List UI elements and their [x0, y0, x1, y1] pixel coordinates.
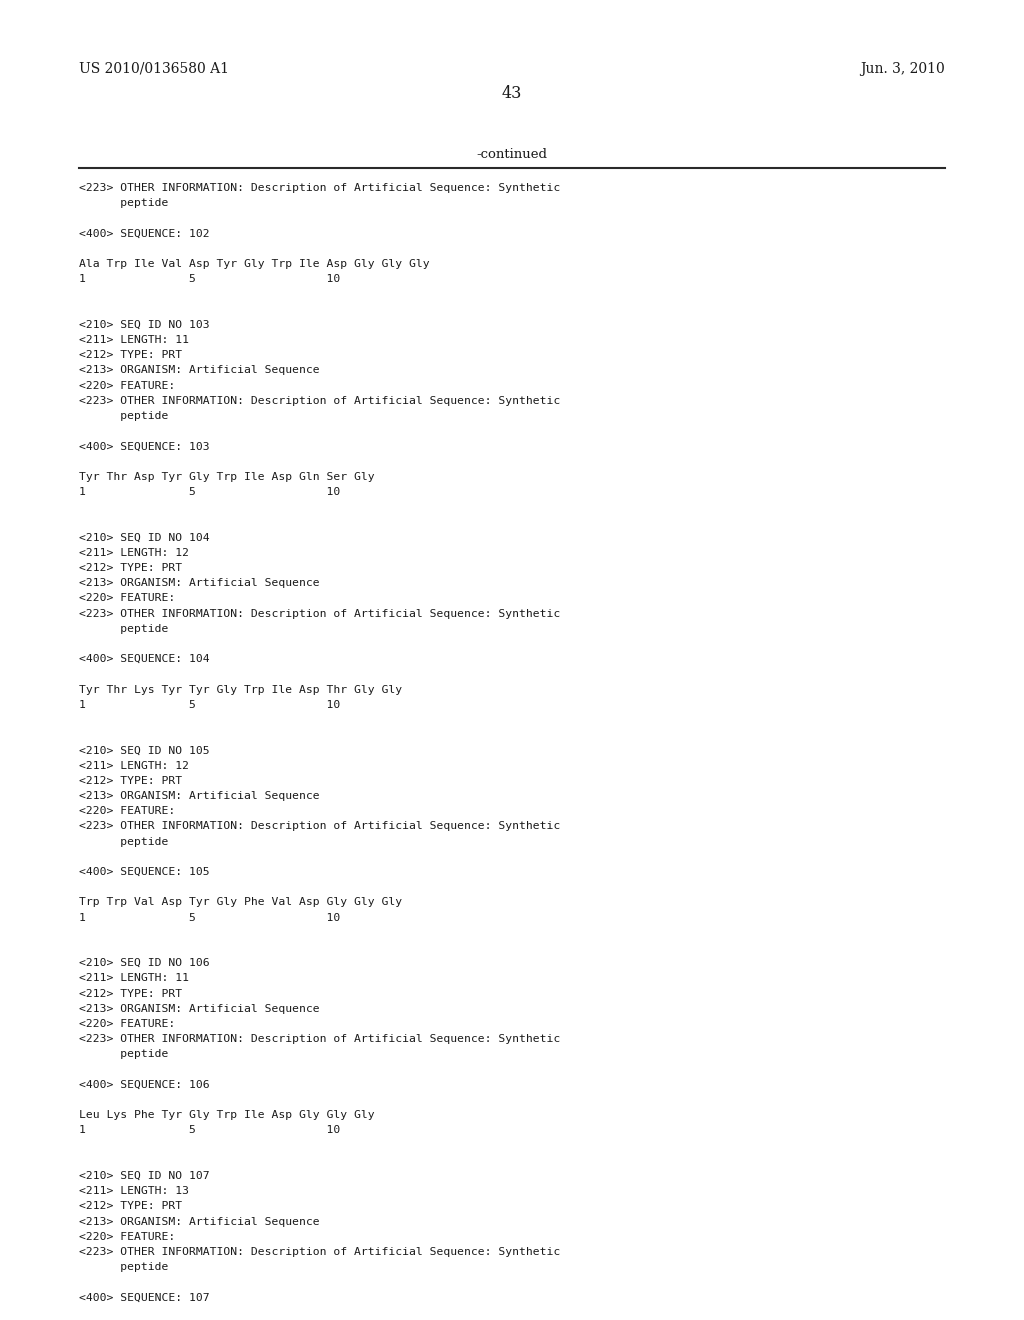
Text: <212> TYPE: PRT: <212> TYPE: PRT	[79, 564, 182, 573]
Text: peptide: peptide	[79, 198, 168, 209]
Text: <213> ORGANISM: Artificial Sequence: <213> ORGANISM: Artificial Sequence	[79, 578, 319, 589]
Text: Tyr Thr Lys Tyr Tyr Gly Trp Ile Asp Thr Gly Gly: Tyr Thr Lys Tyr Tyr Gly Trp Ile Asp Thr …	[79, 685, 402, 694]
Text: <223> OTHER INFORMATION: Description of Artificial Sequence: Synthetic: <223> OTHER INFORMATION: Description of …	[79, 609, 560, 619]
Text: 1               5                   10: 1 5 10	[79, 1126, 340, 1135]
Text: <400> SEQUENCE: 107: <400> SEQUENCE: 107	[79, 1292, 210, 1303]
Text: <220> FEATURE:: <220> FEATURE:	[79, 1019, 175, 1030]
Text: <210> SEQ ID NO 104: <210> SEQ ID NO 104	[79, 532, 210, 543]
Text: <211> LENGTH: 12: <211> LENGTH: 12	[79, 548, 188, 558]
Text: <400> SEQUENCE: 105: <400> SEQUENCE: 105	[79, 867, 210, 876]
Text: <223> OTHER INFORMATION: Description of Artificial Sequence: Synthetic: <223> OTHER INFORMATION: Description of …	[79, 821, 560, 832]
Text: 1               5                   10: 1 5 10	[79, 700, 340, 710]
Text: <210> SEQ ID NO 105: <210> SEQ ID NO 105	[79, 746, 210, 755]
Text: <210> SEQ ID NO 106: <210> SEQ ID NO 106	[79, 958, 210, 968]
Text: <400> SEQUENCE: 102: <400> SEQUENCE: 102	[79, 228, 210, 239]
Text: <400> SEQUENCE: 103: <400> SEQUENCE: 103	[79, 441, 210, 451]
Text: 1               5                   10: 1 5 10	[79, 275, 340, 284]
Text: -continued: -continued	[476, 148, 548, 161]
Text: <220> FEATURE:: <220> FEATURE:	[79, 807, 175, 816]
Text: <220> FEATURE:: <220> FEATURE:	[79, 380, 175, 391]
Text: <223> OTHER INFORMATION: Description of Artificial Sequence: Synthetic: <223> OTHER INFORMATION: Description of …	[79, 1034, 560, 1044]
Text: <212> TYPE: PRT: <212> TYPE: PRT	[79, 1201, 182, 1212]
Text: <211> LENGTH: 13: <211> LENGTH: 13	[79, 1187, 188, 1196]
Text: Leu Lys Phe Tyr Gly Trp Ile Asp Gly Gly Gly: Leu Lys Phe Tyr Gly Trp Ile Asp Gly Gly …	[79, 1110, 375, 1121]
Text: Jun. 3, 2010: Jun. 3, 2010	[860, 62, 945, 77]
Text: <213> ORGANISM: Artificial Sequence: <213> ORGANISM: Artificial Sequence	[79, 1003, 319, 1014]
Text: peptide: peptide	[79, 1049, 168, 1060]
Text: <223> OTHER INFORMATION: Description of Artificial Sequence: Synthetic: <223> OTHER INFORMATION: Description of …	[79, 1247, 560, 1257]
Text: <210> SEQ ID NO 103: <210> SEQ ID NO 103	[79, 319, 210, 330]
Text: <220> FEATURE:: <220> FEATURE:	[79, 1232, 175, 1242]
Text: Trp Trp Val Asp Tyr Gly Phe Val Asp Gly Gly Gly: Trp Trp Val Asp Tyr Gly Phe Val Asp Gly …	[79, 898, 402, 907]
Text: <212> TYPE: PRT: <212> TYPE: PRT	[79, 776, 182, 785]
Text: 1               5                   10: 1 5 10	[79, 912, 340, 923]
Text: <223> OTHER INFORMATION: Description of Artificial Sequence: Synthetic: <223> OTHER INFORMATION: Description of …	[79, 183, 560, 193]
Text: <210> SEQ ID NO 107: <210> SEQ ID NO 107	[79, 1171, 210, 1181]
Text: 1               5                   10: 1 5 10	[79, 487, 340, 498]
Text: peptide: peptide	[79, 624, 168, 634]
Text: peptide: peptide	[79, 837, 168, 846]
Text: 43: 43	[502, 84, 522, 102]
Text: Tyr Thr Asp Tyr Gly Trp Ile Asp Gln Ser Gly: Tyr Thr Asp Tyr Gly Trp Ile Asp Gln Ser …	[79, 471, 375, 482]
Text: <212> TYPE: PRT: <212> TYPE: PRT	[79, 989, 182, 999]
Text: US 2010/0136580 A1: US 2010/0136580 A1	[79, 62, 228, 77]
Text: <212> TYPE: PRT: <212> TYPE: PRT	[79, 350, 182, 360]
Text: <213> ORGANISM: Artificial Sequence: <213> ORGANISM: Artificial Sequence	[79, 791, 319, 801]
Text: <400> SEQUENCE: 104: <400> SEQUENCE: 104	[79, 655, 210, 664]
Text: <211> LENGTH: 11: <211> LENGTH: 11	[79, 335, 188, 345]
Text: peptide: peptide	[79, 1262, 168, 1272]
Text: <220> FEATURE:: <220> FEATURE:	[79, 594, 175, 603]
Text: <223> OTHER INFORMATION: Description of Artificial Sequence: Synthetic: <223> OTHER INFORMATION: Description of …	[79, 396, 560, 405]
Text: Ala Trp Ile Val Asp Tyr Gly Trp Ile Asp Gly Gly Gly: Ala Trp Ile Val Asp Tyr Gly Trp Ile Asp …	[79, 259, 429, 269]
Text: <400> SEQUENCE: 106: <400> SEQUENCE: 106	[79, 1080, 210, 1090]
Text: <213> ORGANISM: Artificial Sequence: <213> ORGANISM: Artificial Sequence	[79, 1217, 319, 1226]
Text: peptide: peptide	[79, 411, 168, 421]
Text: <213> ORGANISM: Artificial Sequence: <213> ORGANISM: Artificial Sequence	[79, 366, 319, 375]
Text: <211> LENGTH: 12: <211> LENGTH: 12	[79, 760, 188, 771]
Text: <211> LENGTH: 11: <211> LENGTH: 11	[79, 973, 188, 983]
